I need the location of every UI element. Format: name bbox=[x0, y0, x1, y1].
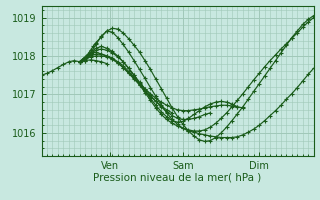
X-axis label: Pression niveau de la mer( hPa ): Pression niveau de la mer( hPa ) bbox=[93, 172, 262, 182]
